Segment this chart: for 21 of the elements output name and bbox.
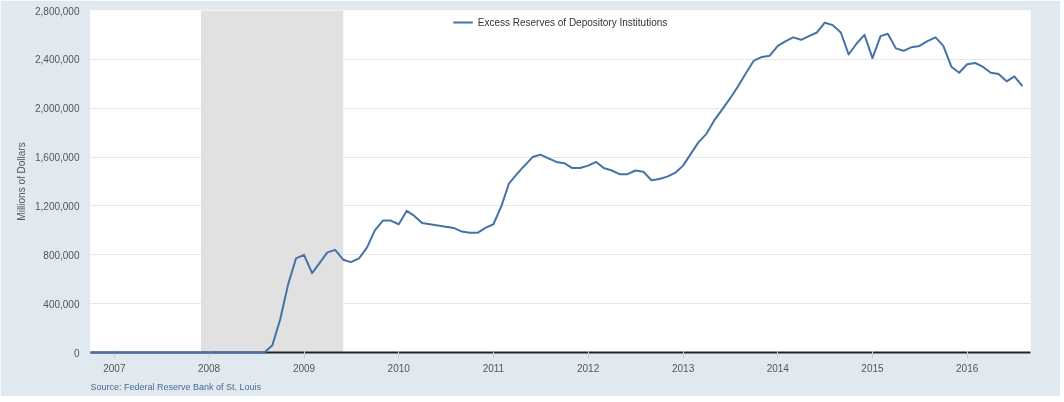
y-tick-label: 2,800,000 (35, 5, 80, 17)
y-axis-title: Millions of Dollars (16, 142, 28, 221)
x-tick-label: 2013 (671, 362, 695, 374)
x-tick-label: 2009 (292, 362, 316, 374)
x-tick-label: 2007 (103, 362, 126, 374)
x-tick-label: 2011 (482, 362, 505, 374)
y-tick-label: 800,000 (43, 249, 80, 261)
legend-label: Excess Reserves of Depository Institutions (477, 16, 668, 28)
source-note: Source: Federal Reserve Bank of St. Louis (90, 381, 262, 392)
y-tick-label: 1,200,000 (35, 200, 80, 212)
y-tick-label: 0 (73, 347, 80, 359)
x-tick-label: 2014 (766, 362, 790, 374)
y-tick-label: 1,600,000 (35, 152, 80, 164)
y-tick-label: 400,000 (43, 298, 80, 310)
x-tick-label: 2008 (197, 362, 221, 374)
x-tick-label: 2012 (577, 362, 600, 374)
y-tick-label: 2,400,000 (35, 54, 80, 66)
x-tick-label: 2010 (387, 362, 411, 374)
x-tick-label: 2016 (956, 362, 979, 374)
x-tick-label: 2015 (861, 362, 885, 374)
y-tick-label: 2,000,000 (35, 103, 80, 115)
